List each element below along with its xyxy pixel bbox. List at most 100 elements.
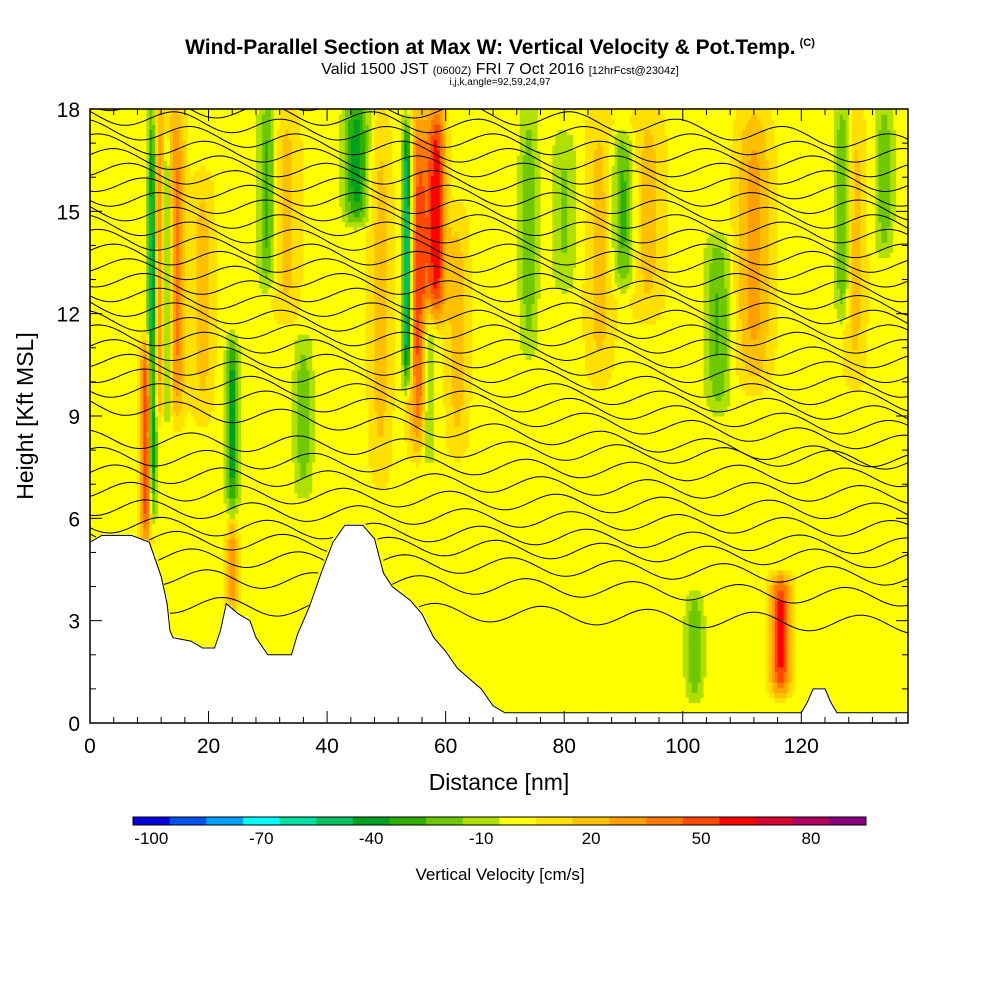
velocity-cell <box>170 554 174 560</box>
velocity-cell <box>164 144 168 151</box>
velocity-cell <box>113 170 118 177</box>
velocity-cell <box>90 462 94 468</box>
velocity-cell <box>175 155 180 161</box>
velocity-cell <box>175 160 180 166</box>
velocity-cell <box>131 206 136 212</box>
velocity-cell <box>184 134 189 141</box>
velocity-cell <box>104 221 109 228</box>
velocity-cell <box>98 431 103 438</box>
velocity-cell <box>155 134 159 141</box>
velocity-cell <box>119 421 124 427</box>
velocity-cell <box>149 242 153 248</box>
velocity-cell <box>107 216 112 223</box>
velocity-cell <box>140 160 144 166</box>
velocity-cell <box>184 630 189 637</box>
velocity-cell <box>164 354 168 361</box>
velocity-cell <box>184 257 189 264</box>
velocity-cell <box>146 467 150 473</box>
velocity-cell <box>140 262 144 269</box>
velocity-cell <box>184 523 189 530</box>
velocity-cell <box>161 421 165 427</box>
velocity-cell <box>175 538 180 545</box>
velocity-cell <box>116 380 121 386</box>
velocity-cell <box>104 201 109 207</box>
velocity-cell <box>152 313 156 320</box>
velocity-cell <box>184 600 189 606</box>
velocity-cell <box>175 554 180 560</box>
velocity-cell <box>98 231 103 238</box>
velocity-cell <box>95 431 100 438</box>
velocity-cell <box>107 226 112 233</box>
velocity-cell <box>98 329 103 335</box>
velocity-cell <box>98 385 103 392</box>
velocity-cell <box>181 236 186 243</box>
velocity-cell <box>134 170 139 177</box>
velocity-cell <box>104 293 109 299</box>
velocity-cell <box>184 380 189 386</box>
velocity-cell <box>155 451 159 458</box>
velocity-cell <box>152 180 156 187</box>
velocity-cell <box>101 497 106 504</box>
velocity-cell <box>116 303 121 310</box>
velocity-cell <box>155 211 159 218</box>
velocity-cell <box>164 518 168 525</box>
velocity-cell <box>113 119 118 125</box>
velocity-cell <box>149 359 153 366</box>
velocity-cell <box>119 508 124 514</box>
velocity-cell <box>172 605 177 612</box>
velocity-cell <box>90 390 94 397</box>
velocity-cell <box>172 308 177 315</box>
velocity-cell <box>184 513 189 519</box>
velocity-cell <box>149 129 153 136</box>
velocity-cell <box>172 247 177 253</box>
velocity-cell <box>161 456 165 463</box>
velocity-cell <box>110 180 115 187</box>
velocity-cell <box>155 467 159 473</box>
velocity-cell <box>181 595 186 601</box>
velocity-cell <box>98 139 103 146</box>
velocity-cell <box>128 175 133 182</box>
velocity-cell <box>181 201 186 207</box>
velocity-cell <box>137 528 141 535</box>
velocity-cell <box>95 195 100 202</box>
velocity-cell <box>143 349 147 356</box>
velocity-cell <box>119 149 124 156</box>
velocity-cell <box>178 109 183 115</box>
velocity-cell <box>113 190 118 197</box>
velocity-cell <box>170 354 174 361</box>
velocity-cell <box>98 436 103 443</box>
velocity-cell <box>128 206 133 212</box>
velocity-cell <box>155 190 159 197</box>
velocity-cell <box>149 451 153 458</box>
velocity-cell <box>146 144 150 151</box>
velocity-cell <box>181 533 186 540</box>
velocity-cell <box>149 323 153 330</box>
velocity-cell <box>172 323 177 330</box>
velocity-cell <box>152 364 156 371</box>
velocity-cell <box>119 129 124 136</box>
velocity-cell <box>90 144 94 151</box>
velocity-cell <box>122 298 127 305</box>
velocity-cell <box>152 109 156 115</box>
velocity-cell <box>116 236 121 243</box>
velocity-cell <box>90 405 94 412</box>
velocity-cell <box>98 318 103 325</box>
velocity-cell <box>158 124 162 131</box>
velocity-cell <box>164 252 168 258</box>
velocity-cell <box>181 272 186 279</box>
velocity-cell <box>107 257 112 264</box>
velocity-cell <box>125 155 130 161</box>
velocity-cell <box>164 574 168 581</box>
velocity-cell <box>146 129 150 136</box>
velocity-cell <box>187 502 192 509</box>
velocity-cell <box>181 625 186 632</box>
velocity-cell <box>178 436 183 443</box>
velocity-cell <box>104 262 109 269</box>
velocity-cell <box>128 252 133 258</box>
velocity-cell <box>155 554 159 560</box>
velocity-cell <box>161 277 165 284</box>
velocity-cell <box>104 114 109 120</box>
velocity-cell <box>181 513 186 519</box>
velocity-cell <box>137 456 141 463</box>
velocity-cell <box>146 502 150 509</box>
